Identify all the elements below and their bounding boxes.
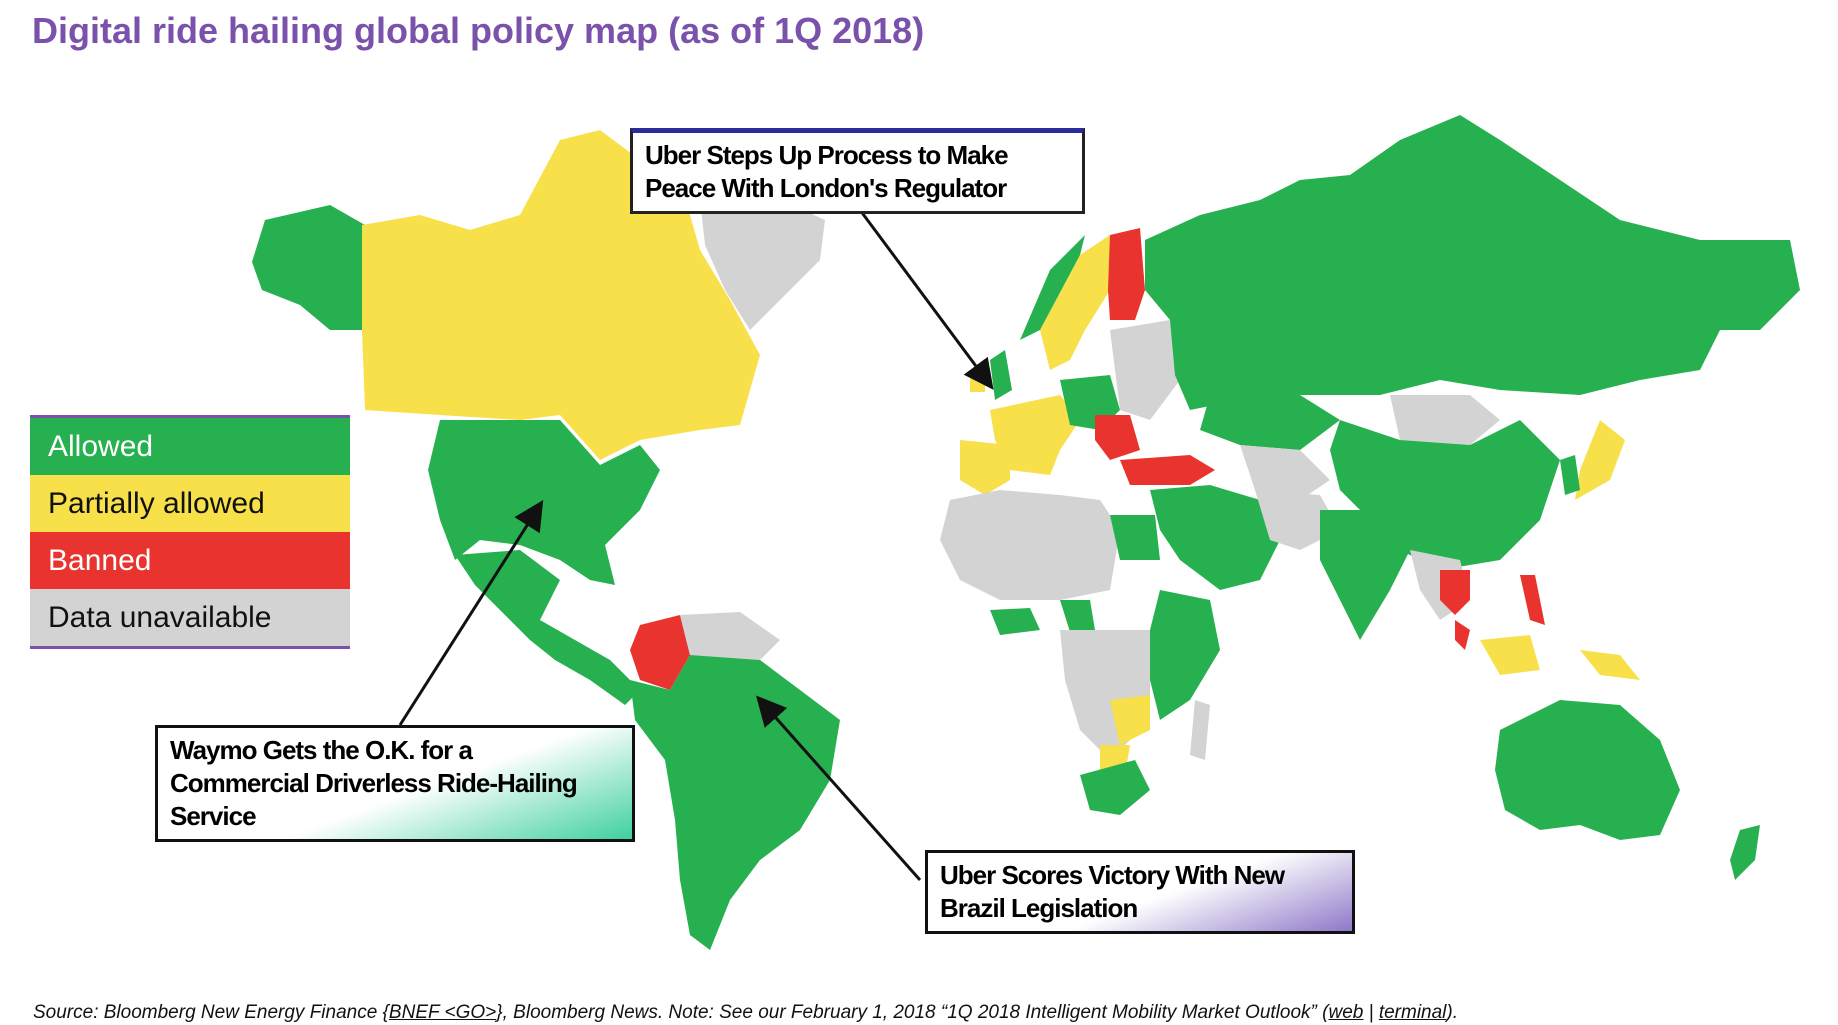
legend-allowed: Allowed bbox=[30, 418, 350, 475]
region-mexico-central-america bbox=[455, 550, 640, 705]
region-greenland bbox=[700, 195, 825, 330]
region-thailand bbox=[1440, 570, 1470, 615]
headline-brazil[interactable]: Uber Scores Victory With New Brazil Legi… bbox=[925, 850, 1355, 934]
source-suffix: ). bbox=[1446, 1002, 1459, 1023]
region-central-asia bbox=[1240, 445, 1330, 500]
web-link[interactable]: web bbox=[1328, 1002, 1364, 1023]
region-turkey bbox=[1120, 455, 1215, 485]
arrow-brazil bbox=[756, 695, 922, 881]
legend-label-partially-allowed: Partially allowed bbox=[48, 486, 265, 520]
headline-waymo-line2: Commercial Driverless Ride-Hailing bbox=[170, 768, 578, 798]
terminal-link[interactable]: terminal bbox=[1378, 1002, 1447, 1023]
map-legend: Allowed Partially allowed Banned Data un… bbox=[30, 415, 350, 649]
region-russia bbox=[1145, 115, 1800, 410]
headline-brazil-line2: Brazil Legislation bbox=[940, 893, 1138, 923]
arrow-london bbox=[858, 209, 994, 390]
region-south-america bbox=[630, 655, 840, 950]
headline-london[interactable]: Uber Steps Up Process to Make Peace With… bbox=[630, 128, 1085, 214]
region-kazakhstan bbox=[1200, 395, 1340, 450]
region-north-africa bbox=[940, 490, 1120, 600]
headline-waymo-line3: Service bbox=[170, 801, 257, 831]
region-new-zealand bbox=[1730, 825, 1760, 880]
region-balkans-banned bbox=[1095, 415, 1140, 460]
region-uk bbox=[990, 350, 1012, 400]
region-venezuela bbox=[680, 612, 780, 660]
region-central-africa bbox=[1060, 630, 1150, 760]
region-korea bbox=[1560, 455, 1580, 495]
region-philippines bbox=[1520, 575, 1545, 625]
headline-london-line1: Uber Steps Up Process to Make bbox=[645, 140, 1009, 170]
region-madagascar bbox=[1190, 700, 1210, 760]
source-middle: }, Bloomberg News. Note: See our Februar… bbox=[496, 1002, 1329, 1023]
legend-label-data-unavailable: Data unavailable bbox=[48, 600, 272, 634]
legend-label-banned: Banned bbox=[48, 543, 152, 577]
region-indonesia bbox=[1480, 635, 1640, 680]
region-usa bbox=[428, 420, 660, 585]
region-india bbox=[1320, 510, 1410, 640]
region-southern-africa-partial bbox=[1100, 695, 1150, 775]
legend-partially-allowed: Partially allowed bbox=[30, 475, 350, 532]
headline-london-line2: Peace With London's Regulator bbox=[645, 173, 1007, 203]
region-australia bbox=[1495, 700, 1680, 840]
region-japan bbox=[1575, 420, 1625, 500]
region-mongolia bbox=[1390, 395, 1500, 445]
legend-data-unavailable: Data unavailable bbox=[30, 589, 350, 646]
source-prefix: Source: Bloomberg New Energy Finance { bbox=[33, 1002, 389, 1023]
region-egypt bbox=[1110, 515, 1160, 560]
headline-waymo-line1: Waymo Gets the O.K. for a bbox=[170, 735, 473, 765]
region-eastern-europe bbox=[1110, 320, 1180, 420]
page-title: Digital ride hailing global policy map (… bbox=[32, 10, 925, 51]
region-middle-east bbox=[1150, 485, 1280, 590]
bnef-link[interactable]: BNEF <GO> bbox=[388, 1002, 497, 1023]
region-south-africa bbox=[1080, 760, 1150, 815]
region-west-africa bbox=[990, 600, 1095, 635]
region-western-europe bbox=[990, 395, 1080, 475]
headline-brazil-line1: Uber Scores Victory With New bbox=[940, 860, 1285, 890]
region-alaska bbox=[252, 205, 365, 330]
headline-waymo[interactable]: Waymo Gets the O.K. for a Commercial Dri… bbox=[155, 725, 635, 842]
source-separator: | bbox=[1363, 1002, 1379, 1023]
legend-banned: Banned bbox=[30, 532, 350, 589]
region-east-africa bbox=[1150, 590, 1220, 720]
region-colombia bbox=[630, 615, 690, 690]
region-finland bbox=[1108, 228, 1145, 320]
source-note: Source: Bloomberg New Energy Finance {BN… bbox=[33, 1002, 1458, 1024]
region-norway-sweden bbox=[1040, 235, 1110, 370]
arrow-waymo bbox=[398, 499, 544, 726]
legend-label-allowed: Allowed bbox=[48, 429, 154, 463]
region-norway-coast bbox=[1020, 235, 1085, 340]
region-malaysia bbox=[1455, 620, 1470, 650]
region-iberia bbox=[960, 440, 1010, 495]
region-iran-afghanistan bbox=[1255, 490, 1340, 550]
